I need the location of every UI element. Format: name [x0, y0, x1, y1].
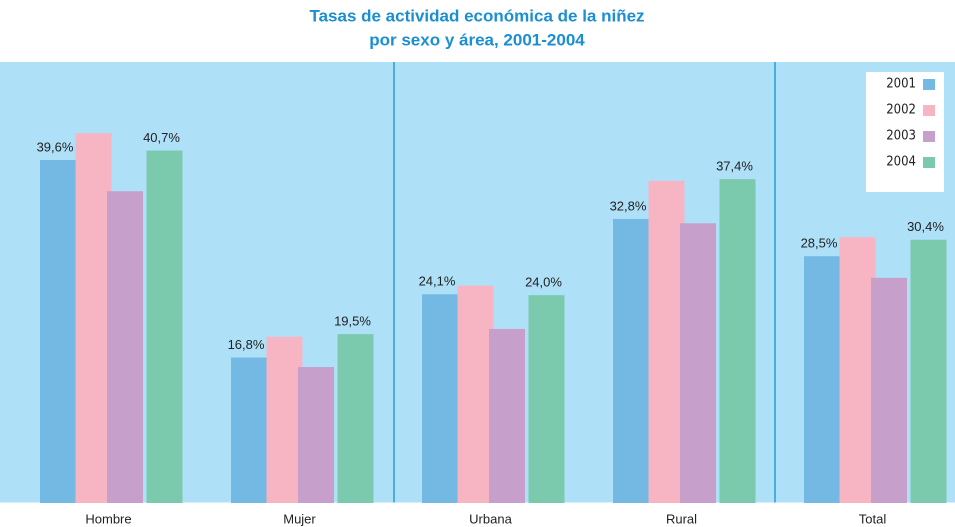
legend-label: 2001 [886, 77, 916, 92]
legend-label: 2002 [886, 103, 916, 118]
legend-swatch [923, 79, 935, 90]
legend-label: 2004 [886, 155, 916, 170]
legend-swatch [923, 157, 935, 168]
legend-swatch [923, 105, 935, 116]
x-tick-label: Mujer [283, 511, 316, 526]
bar [719, 179, 756, 503]
chart-title: por sexo y área, 2001-2004 [369, 30, 585, 49]
legend-swatch [923, 131, 935, 142]
bar [266, 336, 303, 503]
bar [298, 367, 334, 503]
x-tick-label: Total [859, 511, 887, 526]
bar [871, 277, 907, 503]
bar [648, 180, 685, 503]
data-label: 32,8% [610, 198, 647, 213]
data-label: 16,8% [228, 337, 265, 352]
x-tick-label: Urbana [469, 511, 512, 526]
bar [457, 285, 494, 503]
bar [910, 239, 947, 503]
data-label: 37,4% [716, 159, 753, 174]
bar [528, 295, 565, 503]
data-label: 24,0% [525, 275, 562, 290]
bar [107, 191, 143, 504]
bar [804, 256, 840, 503]
data-label: 28,5% [801, 236, 838, 251]
x-tick-label: Rural [666, 511, 697, 526]
bar [75, 133, 112, 503]
data-label: 19,5% [334, 314, 371, 329]
x-tick-label: Hombre [85, 511, 131, 526]
chart-title: Tasas de actividad económica de la niñez [309, 6, 644, 25]
data-label: 24,1% [419, 274, 456, 289]
bar [680, 223, 716, 504]
bar [422, 294, 458, 503]
bar [613, 218, 649, 503]
data-label: 30,4% [907, 219, 944, 234]
bar [337, 334, 374, 503]
bar [839, 237, 876, 503]
legend-label: 2003 [886, 129, 916, 144]
data-label: 40,7% [143, 130, 180, 145]
bar [489, 328, 525, 503]
bar [40, 160, 76, 503]
bar [146, 150, 183, 503]
data-label: 39,6% [37, 140, 74, 155]
bar [231, 357, 267, 503]
